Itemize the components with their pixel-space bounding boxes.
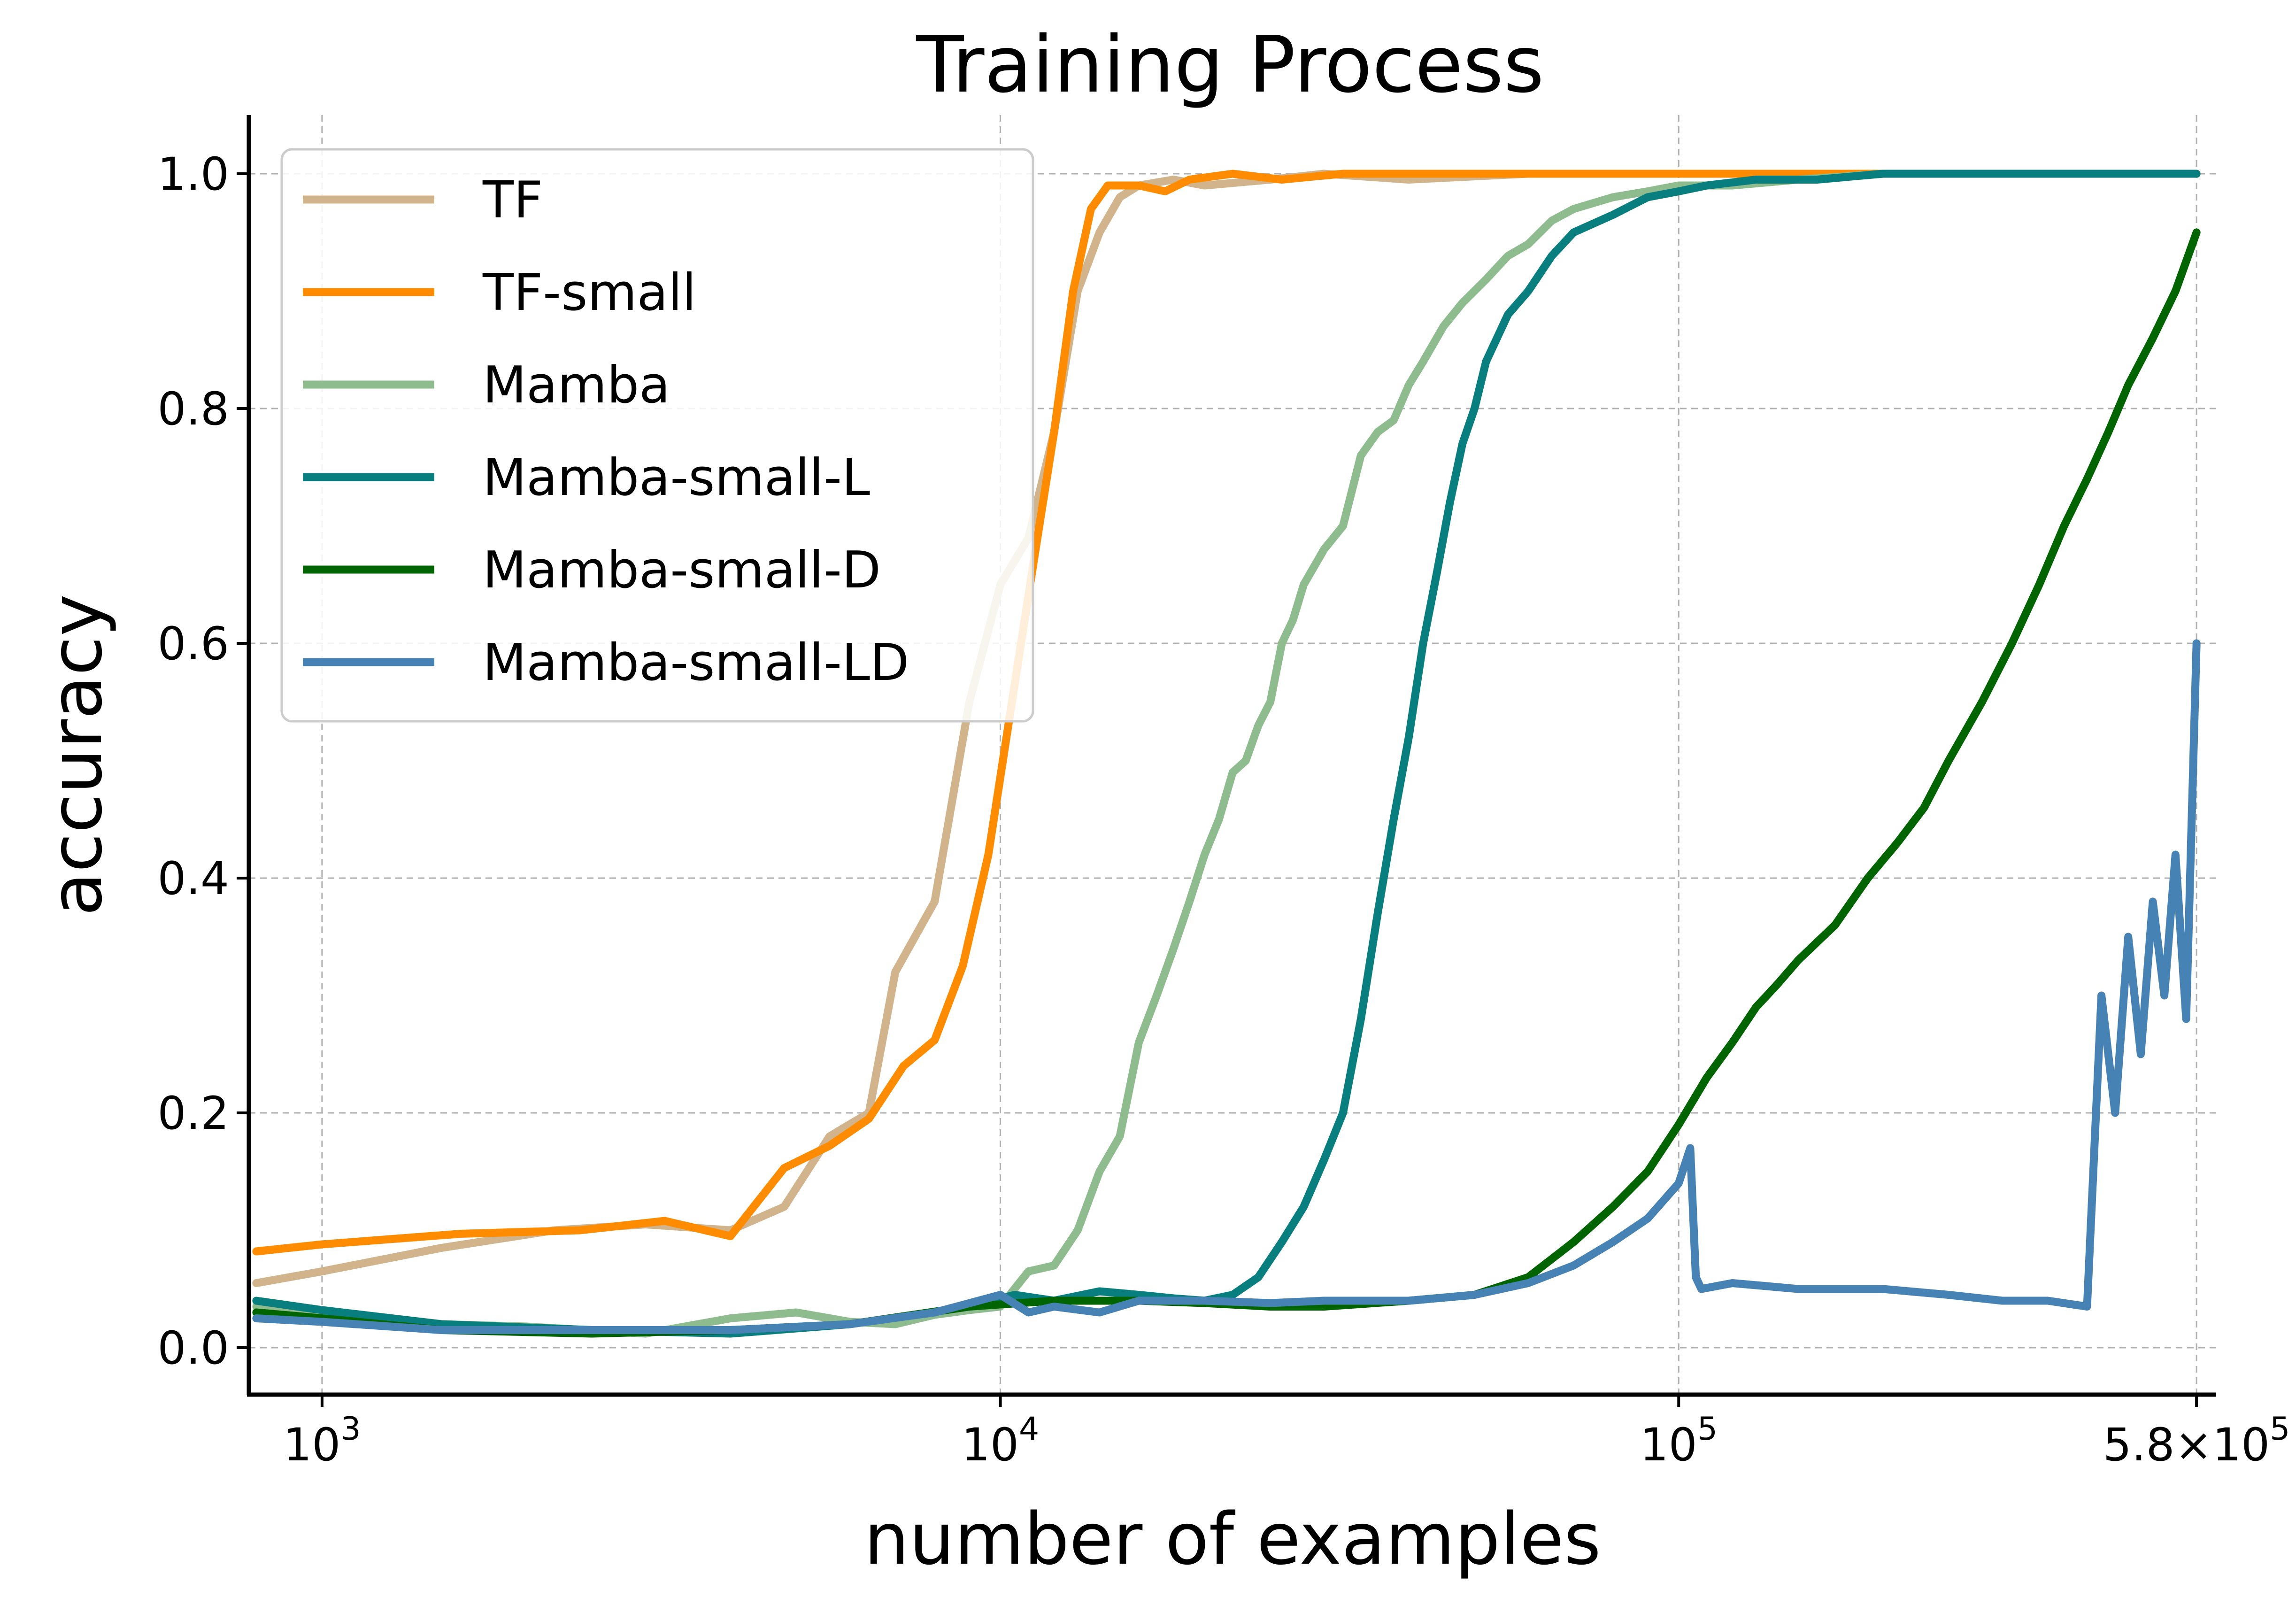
y-tick-label: 0.8 (157, 383, 229, 435)
x-tick-base: 5.8×10 (2103, 1419, 2270, 1471)
y-axis-label: accuracy (35, 594, 118, 916)
x-tick-label: 5.8×105 (2103, 1411, 2290, 1471)
chart-title: Training Process (916, 20, 1544, 110)
y-tick-label: 0.4 (157, 852, 229, 905)
legend-label-mamba-small-d: Mamba-small-D (483, 541, 881, 600)
x-tick-label: 105 (1640, 1411, 1718, 1471)
x-tick-base: 10 (283, 1419, 340, 1471)
legend-label-tf: TF (482, 171, 543, 230)
x-tick-label: 103 (283, 1411, 361, 1471)
y-tick-label: 0.6 (157, 617, 229, 670)
x-axis-label: number of examples (864, 1497, 1601, 1581)
series-line-mamba-small-d (252, 228, 2201, 1338)
series-line-tf-small (252, 170, 2201, 1256)
x-tick-base: 10 (962, 1419, 1019, 1471)
x-tick-label: 104 (962, 1411, 1039, 1471)
series-lines (252, 170, 2201, 1338)
series-line-mamba (252, 170, 2201, 1338)
legend: TF TF-small Mamba Mamba-small-L Mamba-small-… (280, 148, 1034, 723)
legend-box (280, 148, 1034, 723)
axes (247, 115, 2216, 1397)
x-tick-base: 10 (1640, 1419, 1697, 1471)
series-line-mamba-small-ld (252, 639, 2201, 1334)
x-tick-exponent: 4 (1019, 1411, 1039, 1448)
y-tick-label: 0.0 (157, 1322, 229, 1374)
x-tick-exponent: 5 (2270, 1411, 2290, 1448)
legend-label-mamba-small-l: Mamba-small-L (483, 448, 870, 507)
legend-label-tf-small: TF-small (482, 263, 696, 322)
legend-label-mamba: Mamba (483, 356, 670, 415)
y-tick-label: 1.0 (157, 148, 229, 201)
x-tick-exponent: 3 (340, 1411, 361, 1448)
legend-label-mamba-small-ld: Mamba-small-LD (483, 633, 909, 692)
y-tick-label: 0.2 (157, 1087, 229, 1140)
x-tick-exponent: 5 (1697, 1411, 1718, 1448)
